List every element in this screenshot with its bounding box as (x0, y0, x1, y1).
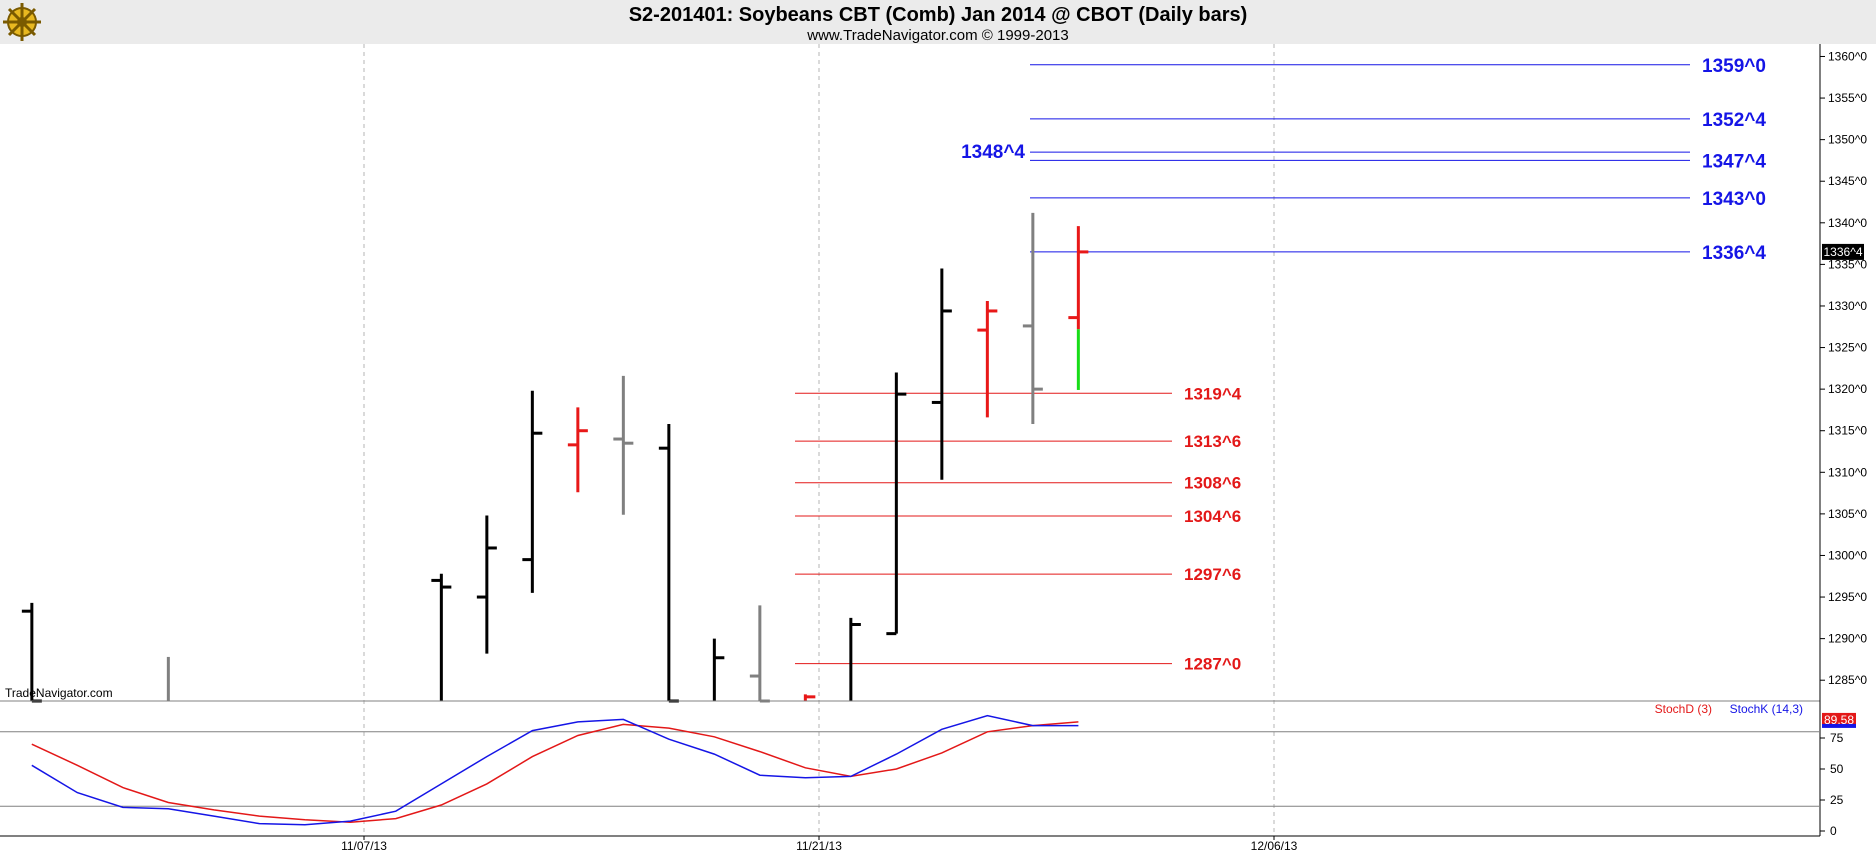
time-tick-label: 11/07/13 (341, 839, 387, 853)
resistance-label: 1336^4 (1702, 243, 1766, 264)
resistance-label: 1348^4 (961, 142, 1025, 163)
price-tick-label: 1360^0 (1828, 49, 1867, 63)
support-label: 1304^6 (1184, 507, 1241, 526)
resistance-label: 1347^4 (1702, 151, 1766, 172)
stoch-k-line (31, 714, 1079, 826)
support-label: 1319^4 (1184, 384, 1242, 403)
price-axis: 1360^0 1355^0 1350^0 1345^0 1340^0 1335^0 1330… (1820, 49, 1867, 687)
support-label: 1297^6 (1184, 565, 1241, 584)
chart-title: S2-201401: Soybeans CBT (Comb) Jan 2014 … (629, 4, 1248, 26)
last-price-label: 1336^4 (1824, 245, 1863, 259)
time-tick-label: 12/06/13 (1251, 839, 1298, 853)
resistance-label: 1359^0 (1702, 56, 1766, 77)
stoch-last-marker-stripe (1822, 723, 1856, 728)
stoch-tick-label: 0 (1830, 824, 1837, 838)
stoch-last-label: 89.58 (1824, 713, 1854, 727)
price-tick-label: 1295^0 (1828, 590, 1867, 604)
price-tick-label: 1305^0 (1828, 507, 1867, 521)
price-tick-label: 1300^0 (1828, 548, 1867, 562)
price-tick-label: 1325^0 (1828, 341, 1867, 355)
price-tick-label: 1285^0 (1828, 673, 1867, 687)
logo-icon (3, 3, 41, 41)
support-label: 1308^6 (1184, 474, 1241, 493)
stoch-tick-label: 75 (1830, 731, 1844, 745)
header-bar (0, 0, 1876, 44)
stoch-d-line (31, 721, 1079, 824)
price-tick-label: 1335^0 (1828, 257, 1867, 271)
resistance-label: 1352^4 (1702, 110, 1766, 131)
stoch-k-legend: StochK (14,3) (1730, 702, 1803, 716)
price-grid (363, 44, 1275, 836)
resistance-label: 1343^0 (1702, 189, 1766, 210)
price-tick-label: 1315^0 (1828, 424, 1867, 438)
stochastic-axis: 0 25 50 75 89.58 (1820, 712, 1856, 838)
last-price-marker (1822, 243, 1864, 260)
stoch-tick-label: 50 (1830, 762, 1844, 776)
price-tick-label: 1290^0 (1828, 632, 1867, 646)
price-tick-label: 1355^0 (1828, 91, 1867, 105)
time-axis: 11/07/13 11/21/13 12/06/13 (341, 836, 1298, 853)
watermark: TradeNavigator.com (5, 686, 113, 700)
price-tick-label: 1350^0 (1828, 133, 1867, 147)
stoch-last-marker-bg (1822, 712, 1856, 727)
price-tick-label: 1340^0 (1828, 216, 1867, 230)
stoch-d-legend: StochD (3) (1655, 702, 1712, 716)
price-tick-label: 1320^0 (1828, 382, 1867, 396)
price-bars (21, 212, 1089, 703)
chart-subtitle: www.TradeNavigator.com © 1999-2013 (806, 27, 1068, 44)
support-label: 1287^0 (1184, 655, 1241, 674)
support-label: 1313^6 (1184, 432, 1241, 451)
price-tick-label: 1345^0 (1828, 174, 1867, 188)
time-tick-label: 11/21/13 (796, 839, 842, 853)
price-tick-label: 1310^0 (1828, 465, 1867, 479)
price-levels: 1359^0 1352^4 1348^4 1347^4 1343^0 1336^4 1319… (795, 56, 1766, 674)
stochastic-panel (0, 714, 1820, 826)
price-tick-label: 1330^0 (1828, 299, 1867, 313)
stoch-tick-label: 25 (1830, 793, 1844, 807)
